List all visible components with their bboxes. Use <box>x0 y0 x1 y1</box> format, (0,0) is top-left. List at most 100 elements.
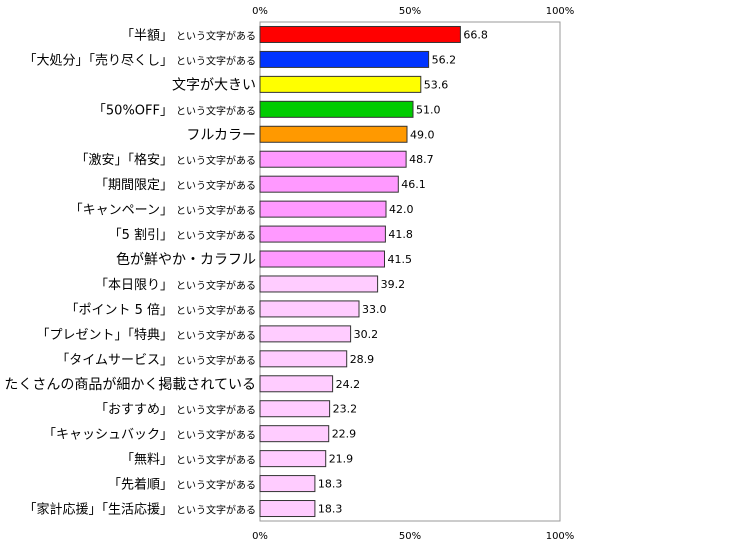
category-label-main: 「期間限定」 <box>95 178 173 193</box>
bar <box>259 200 387 218</box>
bar <box>259 250 385 268</box>
bar <box>259 75 422 93</box>
category-label-suffix: という文字がある <box>176 404 256 417</box>
bottom-tick-label: 50% <box>399 531 421 542</box>
top-tick-label: 0% <box>252 6 268 17</box>
category-label: 「大処分」「売り尽くし」 という文字がある <box>23 52 256 68</box>
data-label: 21.9 <box>329 453 354 466</box>
bar <box>259 150 407 168</box>
data-label: 53.6 <box>424 78 449 91</box>
category-label-main: 「50%OFF」 <box>93 103 173 118</box>
top-tick-label: 50% <box>399 6 421 17</box>
category-label: 「無料」 という文字がある <box>121 453 256 468</box>
top-tick-label: 100% <box>546 6 575 17</box>
data-label: 49.0 <box>410 128 435 141</box>
category-label-main: 文字が大きい <box>172 77 256 93</box>
data-label: 30.2 <box>354 328 379 341</box>
bar <box>259 275 379 293</box>
bar <box>259 225 386 243</box>
category-label-suffix: という文字がある <box>176 229 256 242</box>
category-label: 「おすすめ」 という文字がある <box>95 403 256 418</box>
data-label: 33.0 <box>362 303 387 316</box>
data-label: 51.0 <box>416 103 441 116</box>
category-label-main: 「ポイント 5 倍」 <box>65 303 173 318</box>
category-label-main: 「おすすめ」 <box>95 403 173 418</box>
category-label: 「ポイント 5 倍」 という文字がある <box>65 303 256 318</box>
category-label-suffix: という文字がある <box>176 179 256 192</box>
category-label-suffix: という文字がある <box>176 54 256 67</box>
data-label: 39.2 <box>381 278 406 291</box>
category-label: 「本日限り」 という文字がある <box>95 278 256 293</box>
value-labels: 66.8 56.2 53.6 51.0 49.0 48.7 46.1 42.0 41.8 41.5… <box>318 28 488 515</box>
bar <box>259 350 348 368</box>
category-label-suffix: という文字がある <box>176 104 256 117</box>
bar <box>259 425 330 443</box>
category-label-suffix: という文字がある <box>176 354 256 367</box>
data-label: 18.3 <box>318 478 343 491</box>
data-label: 24.2 <box>336 378 361 391</box>
category-label-main: フルカラー <box>186 127 256 143</box>
bar <box>259 125 408 143</box>
category-label-main: 「5 割引」 <box>109 227 173 243</box>
category-label-main: 色が鮮やか・カラフル <box>116 251 256 268</box>
category-label-main: 「大処分」「売り尽くし」 <box>23 52 173 68</box>
category-label-main: 「キャンペーン」 <box>70 203 173 218</box>
bar <box>259 450 327 468</box>
category-label-main: たくさんの商品が細かく掲載されている <box>4 377 256 393</box>
category-label-main: 「激安」「格安」 <box>75 152 173 168</box>
data-label: 41.5 <box>388 253 413 266</box>
category-label-suffix: という文字がある <box>176 454 256 467</box>
category-label: たくさんの商品が細かく掲載されている <box>4 377 256 393</box>
category-label: 色が鮮やか・カラフル <box>116 251 256 268</box>
bar <box>259 300 360 318</box>
data-label: 23.2 <box>333 403 358 416</box>
category-label: 「キャッシュバック」 という文字がある <box>43 428 256 443</box>
category-label-suffix: という文字がある <box>176 279 256 292</box>
category-label-suffix: という文字がある <box>176 504 256 517</box>
category-label: 文字が大きい <box>172 77 256 93</box>
category-label: 「50%OFF」 という文字がある <box>93 103 256 118</box>
category-label: 「期間限定」 という文字がある <box>95 178 256 193</box>
category-label: フルカラー <box>186 127 256 143</box>
bar <box>259 400 331 418</box>
bars <box>259 25 461 518</box>
bottom-axis-ticks: 0% 50% 100% <box>252 531 574 542</box>
category-label: 「タイムサービス」 という文字がある <box>56 353 256 368</box>
data-label: 48.7 <box>409 153 434 166</box>
category-labels: 「半額」 という文字がある「大処分」「売り尽くし」 という文字がある文字が大きい「5… <box>4 28 256 517</box>
category-label-main: 「タイムサービス」 <box>56 353 173 368</box>
data-label: 18.3 <box>318 503 343 516</box>
category-label-main: 「半額」 <box>121 28 173 43</box>
bar <box>259 475 316 493</box>
bar <box>259 100 414 118</box>
category-label: 「5 割引」 という文字がある <box>109 227 256 243</box>
data-label: 28.9 <box>350 353 375 366</box>
category-label-suffix: という文字がある <box>176 204 256 217</box>
plot-frame <box>259 21 561 522</box>
category-label: 「キャンペーン」 という文字がある <box>70 203 256 218</box>
bar <box>259 50 430 68</box>
category-label-suffix: という文字がある <box>176 329 256 342</box>
data-label: 66.8 <box>463 28 488 41</box>
data-label: 41.8 <box>388 228 413 241</box>
bar <box>259 175 399 193</box>
category-label: 「半額」 という文字がある <box>121 28 256 43</box>
category-label-suffix: という文字がある <box>176 479 256 492</box>
category-label-main: 「無料」 <box>121 453 173 468</box>
category-label: 「先着順」 という文字がある <box>108 477 256 493</box>
category-label-suffix: という文字がある <box>176 429 256 442</box>
category-label-suffix: という文字がある <box>176 304 256 317</box>
bar <box>259 25 461 43</box>
category-label-main: 「先着順」 <box>108 477 173 493</box>
category-label-main: 「本日限り」 <box>95 278 173 293</box>
bottom-tick-label: 0% <box>252 531 268 542</box>
data-label: 56.2 <box>432 53 457 66</box>
category-label: 「プレゼント」「特典」 という文字がある <box>36 328 256 343</box>
category-label-main: 「キャッシュバック」 <box>43 428 173 443</box>
data-label: 46.1 <box>401 178 426 191</box>
top-axis-ticks: 0% 50% 100% <box>252 6 574 17</box>
bar <box>259 325 352 343</box>
category-label: 「激安」「格安」 という文字がある <box>75 152 256 168</box>
bottom-tick-label: 100% <box>546 531 575 542</box>
